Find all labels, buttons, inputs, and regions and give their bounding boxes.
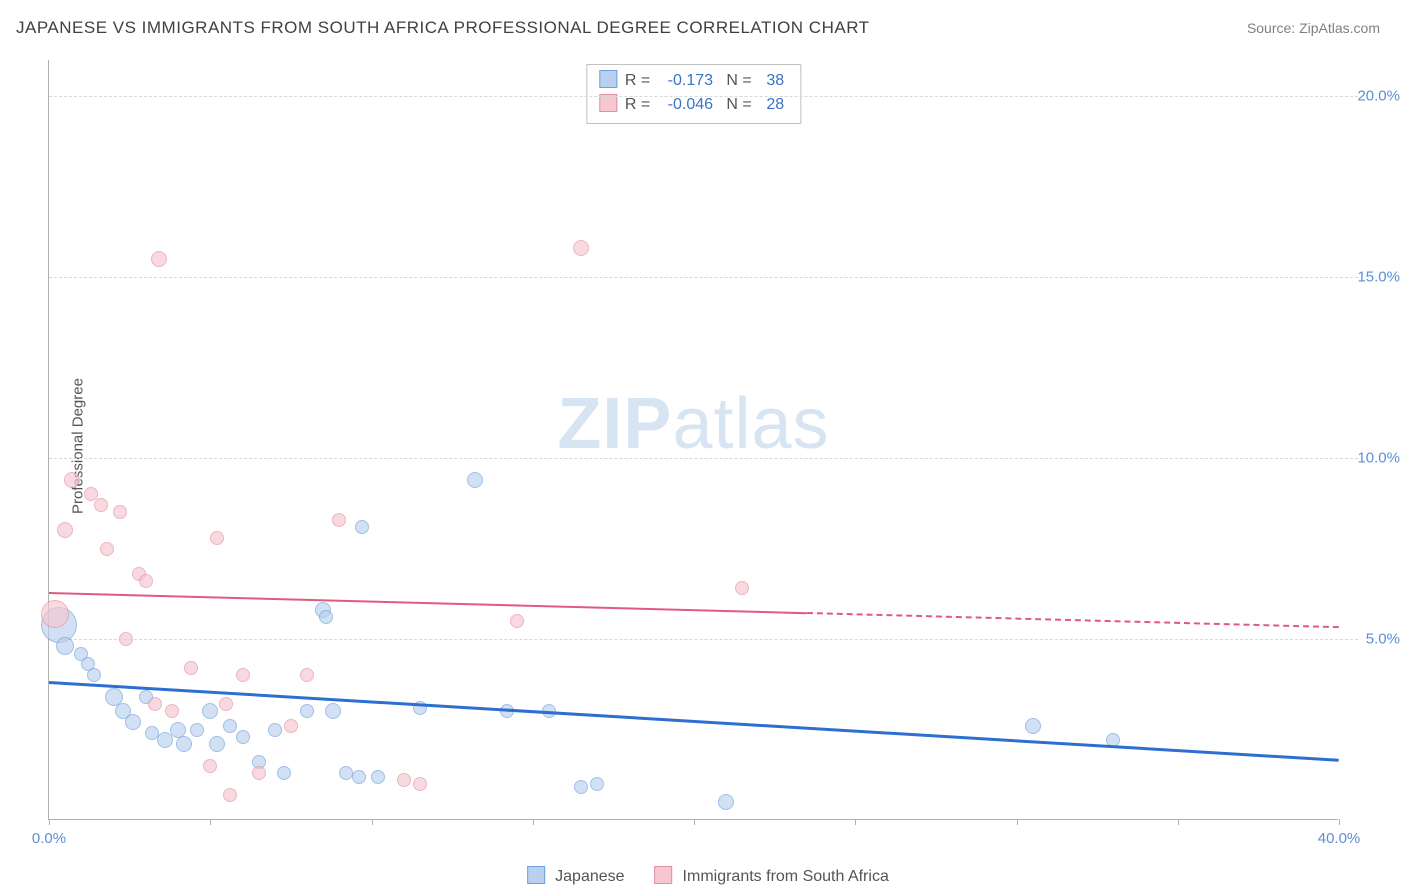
scatter-plot-area: ZIPatlas R = -0.173 N = 38R = -0.046 N =… [48,60,1338,820]
data-point [352,770,366,784]
data-point [151,251,167,267]
data-point [148,697,162,711]
data-point [41,600,69,628]
legend-item: Immigrants from South Africa [645,868,889,885]
x-tick [533,819,534,825]
data-point [100,542,114,556]
data-point [236,730,250,744]
data-point [300,668,314,682]
data-point [355,520,369,534]
data-point [223,788,237,802]
gridline [49,96,1358,97]
series-legend: Japanese Immigrants from South Africa [507,866,899,886]
data-point [64,472,80,488]
legend-swatch [655,866,673,884]
data-point [574,780,588,794]
data-point [203,759,217,773]
x-tick-label: 40.0% [1318,830,1361,847]
trend-line [807,612,1339,628]
x-tick [1017,819,1018,825]
data-point [223,719,237,733]
y-tick-label: 10.0% [1357,450,1400,467]
trend-line [49,592,807,614]
gridline [49,639,1358,640]
x-tick [49,819,50,825]
data-point [87,668,101,682]
data-point [125,714,141,730]
legend-row: R = -0.173 N = 38 [599,69,784,93]
chart-title: JAPANESE VS IMMIGRANTS FROM SOUTH AFRICA… [16,18,870,38]
data-point [467,472,483,488]
x-tick [1178,819,1179,825]
data-point [119,632,133,646]
data-point [202,703,218,719]
x-tick [372,819,373,825]
data-point [573,240,589,256]
data-point [300,704,314,718]
x-tick [855,819,856,825]
data-point [339,766,353,780]
x-tick-label: 0.0% [32,830,66,847]
data-point [94,498,108,512]
data-point [268,723,282,737]
data-point [325,703,341,719]
data-point [236,668,250,682]
data-point [210,531,224,545]
data-point [165,704,179,718]
data-point [590,777,604,791]
data-point [176,736,192,752]
data-point [735,581,749,595]
data-point [319,610,333,624]
data-point [252,766,266,780]
data-point [219,697,233,711]
y-tick-label: 20.0% [1357,88,1400,105]
x-tick [1339,819,1340,825]
data-point [190,723,204,737]
data-point [1025,718,1041,734]
data-point [277,766,291,780]
data-point [184,661,198,675]
y-tick-label: 5.0% [1366,631,1400,648]
trend-line [49,681,1339,761]
data-point [209,736,225,752]
gridline [49,277,1358,278]
legend-item: Japanese [517,868,624,885]
source-prefix: Source: [1247,20,1299,36]
data-point [139,574,153,588]
legend-swatch [599,70,617,88]
data-point [397,773,411,787]
data-point [718,794,734,810]
watermark: ZIPatlas [557,383,829,465]
data-point [510,614,524,628]
data-point [56,637,74,655]
data-point [413,777,427,791]
x-tick [210,819,211,825]
data-point [113,505,127,519]
data-point [371,770,385,784]
x-tick [694,819,695,825]
legend-swatch [527,866,545,884]
source-link[interactable]: ZipAtlas.com [1299,20,1380,36]
correlation-legend: R = -0.173 N = 38R = -0.046 N = 28 [586,64,801,124]
data-point [57,522,73,538]
data-point [284,719,298,733]
data-point [157,732,173,748]
y-tick-label: 15.0% [1357,269,1400,286]
data-point [332,513,346,527]
gridline [49,458,1358,459]
source-attribution: Source: ZipAtlas.com [1247,20,1380,36]
